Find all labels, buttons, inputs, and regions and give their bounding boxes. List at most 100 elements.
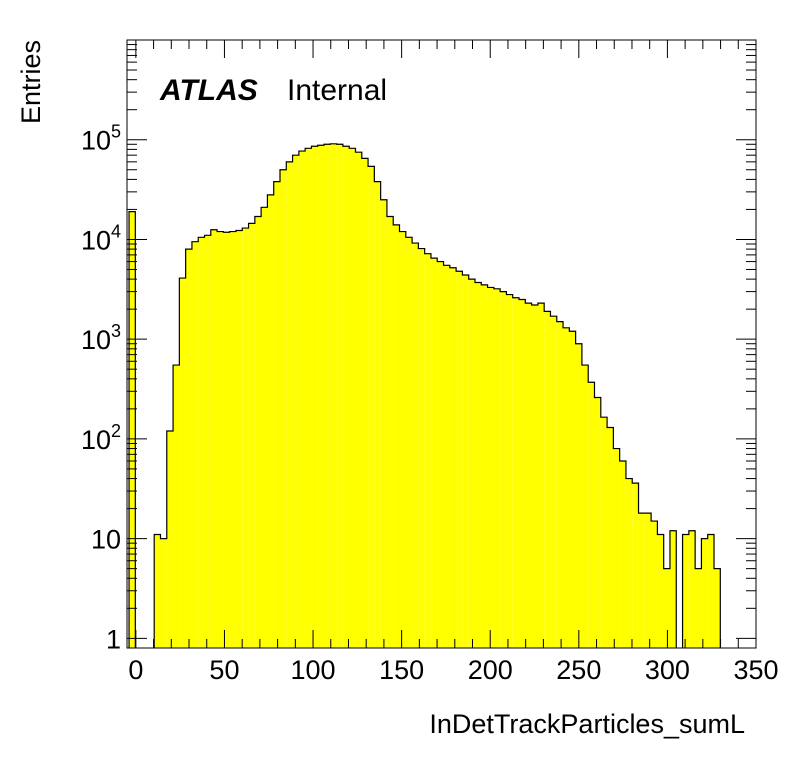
histogram-bin — [563, 327, 570, 648]
histogram-bin — [525, 303, 532, 648]
x-tick-label: 350 — [733, 655, 778, 685]
x-tick-label: 50 — [209, 655, 239, 685]
histogram-bin — [254, 216, 262, 649]
histogram-bin — [223, 232, 230, 648]
x-tick-label: 200 — [468, 655, 513, 685]
histogram-bin — [632, 483, 639, 648]
histogram-bin — [204, 235, 211, 648]
histogram-bin — [129, 211, 136, 648]
histogram-bin — [305, 148, 312, 648]
histogram-bin — [537, 303, 545, 648]
x-tick-label: 100 — [291, 655, 336, 685]
histogram-bin — [217, 231, 224, 648]
histogram-bin — [594, 397, 601, 648]
histogram-bin — [506, 294, 513, 648]
histogram-bin — [449, 267, 457, 648]
histogram-outline — [128, 143, 721, 648]
histogram-bin — [625, 478, 633, 648]
histogram-bin — [512, 297, 520, 648]
histogram-bin — [342, 146, 350, 648]
x-tick-label: 250 — [556, 655, 601, 685]
x-tick-label: 150 — [379, 655, 424, 685]
histogram-bin — [248, 223, 255, 648]
x-axis: 0 50 100 150 200 250 300 350 — [128, 40, 779, 685]
histogram-bin — [663, 568, 670, 648]
histogram-bin — [493, 288, 501, 648]
histogram-bin — [487, 287, 494, 648]
histogram-bin — [292, 155, 299, 649]
histogram-bin — [500, 291, 507, 648]
y-tick-label: 105 — [81, 122, 121, 156]
y-axis-title: Entries — [16, 40, 46, 124]
y-axis: 1 10 102 103 104 105 — [81, 39, 756, 654]
histogram-bin — [550, 316, 557, 648]
histogram-bin — [198, 237, 205, 648]
histogram-bin — [330, 143, 337, 649]
histogram-bin — [185, 249, 192, 648]
histogram-bin — [242, 228, 249, 648]
histogram-bin — [581, 365, 589, 648]
histogram-bin — [669, 530, 677, 648]
histogram-bin — [160, 538, 167, 648]
histogram-bin — [286, 161, 293, 648]
histogram-bin — [556, 321, 564, 648]
histogram-bin — [575, 343, 582, 648]
histogram-bin — [468, 279, 475, 648]
histogram-bin — [531, 305, 538, 648]
histogram-bin — [456, 271, 463, 648]
x-tick-label: 0 — [128, 655, 143, 685]
histogram-bin — [688, 530, 696, 648]
x-tick-label: 300 — [645, 655, 690, 685]
histogram-bin — [210, 229, 218, 648]
histogram-bin — [443, 265, 450, 648]
histogram-bin — [707, 534, 715, 648]
histogram-bin — [544, 311, 551, 648]
histogram-bin — [179, 278, 186, 648]
histogram-bin — [349, 148, 356, 648]
histogram-bin — [380, 199, 387, 648]
histogram-bin — [393, 224, 400, 648]
histogram-bin — [273, 181, 280, 648]
histogram-bin — [399, 231, 406, 648]
histogram-bin — [166, 430, 174, 648]
histogram-bin — [657, 534, 664, 648]
histogram-bin — [588, 382, 595, 648]
histogram-bin — [173, 365, 180, 648]
x-axis-title: InDetTrackParticles_sumL — [429, 709, 745, 739]
histogram-bin — [474, 282, 482, 648]
histogram-bin — [261, 207, 268, 648]
histogram-bin — [430, 258, 438, 648]
histogram-bin — [279, 169, 287, 648]
histogram-bin — [481, 284, 488, 648]
histogram-bin — [405, 237, 413, 648]
histogram-bin — [644, 513, 652, 648]
histogram-bin — [235, 230, 243, 648]
histogram-bin — [638, 513, 645, 648]
histogram-bin — [154, 534, 161, 648]
histogram-bin — [424, 253, 431, 648]
histogram-bin — [267, 194, 274, 648]
atlas-label: ATLAS — [159, 74, 258, 107]
y-tick-label: 103 — [81, 321, 121, 355]
y-tick-label: 104 — [81, 221, 121, 255]
histogram-bin — [437, 261, 444, 648]
histogram-bin — [519, 299, 526, 648]
histogram-bars — [128, 143, 721, 649]
histogram-bin — [695, 568, 702, 648]
histogram-bin — [613, 448, 620, 648]
histogram-bin — [651, 521, 658, 648]
histogram-bin — [462, 275, 469, 648]
histogram-bin — [324, 144, 331, 648]
internal-label: Internal — [287, 74, 387, 107]
y-tick-label: 1 — [106, 624, 121, 654]
histogram-bin — [229, 231, 236, 648]
histogram-bin — [368, 166, 375, 648]
histogram-bin — [355, 152, 362, 648]
histogram-bin — [361, 158, 369, 648]
histogram-bin — [701, 538, 708, 648]
histogram-bin — [418, 248, 425, 648]
histogram-bin — [569, 331, 576, 648]
histogram-bin — [374, 181, 381, 648]
histogram-bin — [298, 151, 306, 648]
y-tick-label: 10 — [91, 525, 121, 555]
